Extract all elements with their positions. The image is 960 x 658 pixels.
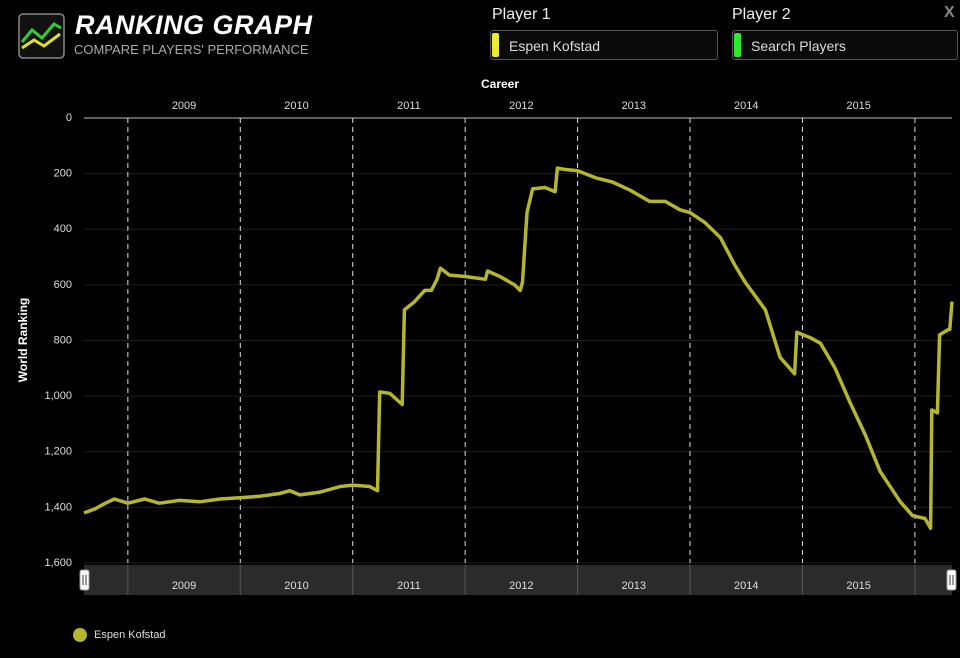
navigator-handle[interactable]: [79, 569, 90, 591]
navigator-handle[interactable]: [946, 569, 957, 591]
navigator-label: 2011: [397, 580, 421, 592]
player2-label: Player 2: [732, 6, 791, 23]
navigator-label: 2010: [284, 580, 308, 592]
app-subtitle: COMPARE PLAYERS' PERFORMANCE: [74, 42, 309, 57]
navigator-label: 2015: [846, 580, 870, 592]
x-axis-title: Career: [481, 77, 519, 91]
handle-body: [79, 569, 90, 591]
y-axis-title: World Ranking: [16, 298, 30, 382]
x-tick-label: 2015: [846, 100, 870, 112]
y-tick-label: 600: [54, 279, 72, 291]
x-tick-label: 2014: [734, 100, 758, 112]
player2-placeholder: Search Players: [751, 38, 846, 54]
navigator: [84, 565, 952, 595]
y-tick-label: 1,000: [44, 390, 72, 402]
player1-value: Espen Kofstad: [509, 38, 601, 54]
x-tick-label: 2012: [509, 100, 533, 112]
x-tick-label: 2010: [284, 100, 308, 112]
x-tick-label: 2009: [172, 100, 196, 112]
player1-label: Player 1: [492, 6, 551, 23]
player2-input[interactable]: Search Players: [732, 30, 958, 60]
y-tick-label: 1,400: [44, 501, 72, 513]
navigator-label: 2012: [509, 580, 533, 592]
y-tick-label: 1,200: [44, 446, 72, 458]
x-tick-label: 2013: [622, 100, 646, 112]
y-tick-label: 200: [54, 168, 72, 180]
handle-body: [946, 569, 957, 591]
app-title: RANKING GRAPH: [75, 10, 313, 40]
logo: [18, 13, 65, 59]
legend-marker: [73, 628, 87, 642]
y-tick-label: 800: [54, 334, 72, 346]
navigator-label: 2013: [622, 580, 646, 592]
navigator-label: 2009: [172, 580, 196, 592]
legend-label: Espen Kofstad: [94, 629, 166, 641]
series-line: [83, 166, 954, 530]
navigator-label: 2014: [734, 580, 758, 592]
player1-input[interactable]: Espen Kofstad: [490, 30, 718, 60]
y-tick-label: 400: [54, 223, 72, 235]
x-tick-label: 2011: [397, 100, 421, 112]
y-tick-label: 1,600: [44, 557, 72, 569]
y-tick-label: 0: [66, 112, 72, 124]
close-button[interactable]: X: [944, 4, 955, 21]
